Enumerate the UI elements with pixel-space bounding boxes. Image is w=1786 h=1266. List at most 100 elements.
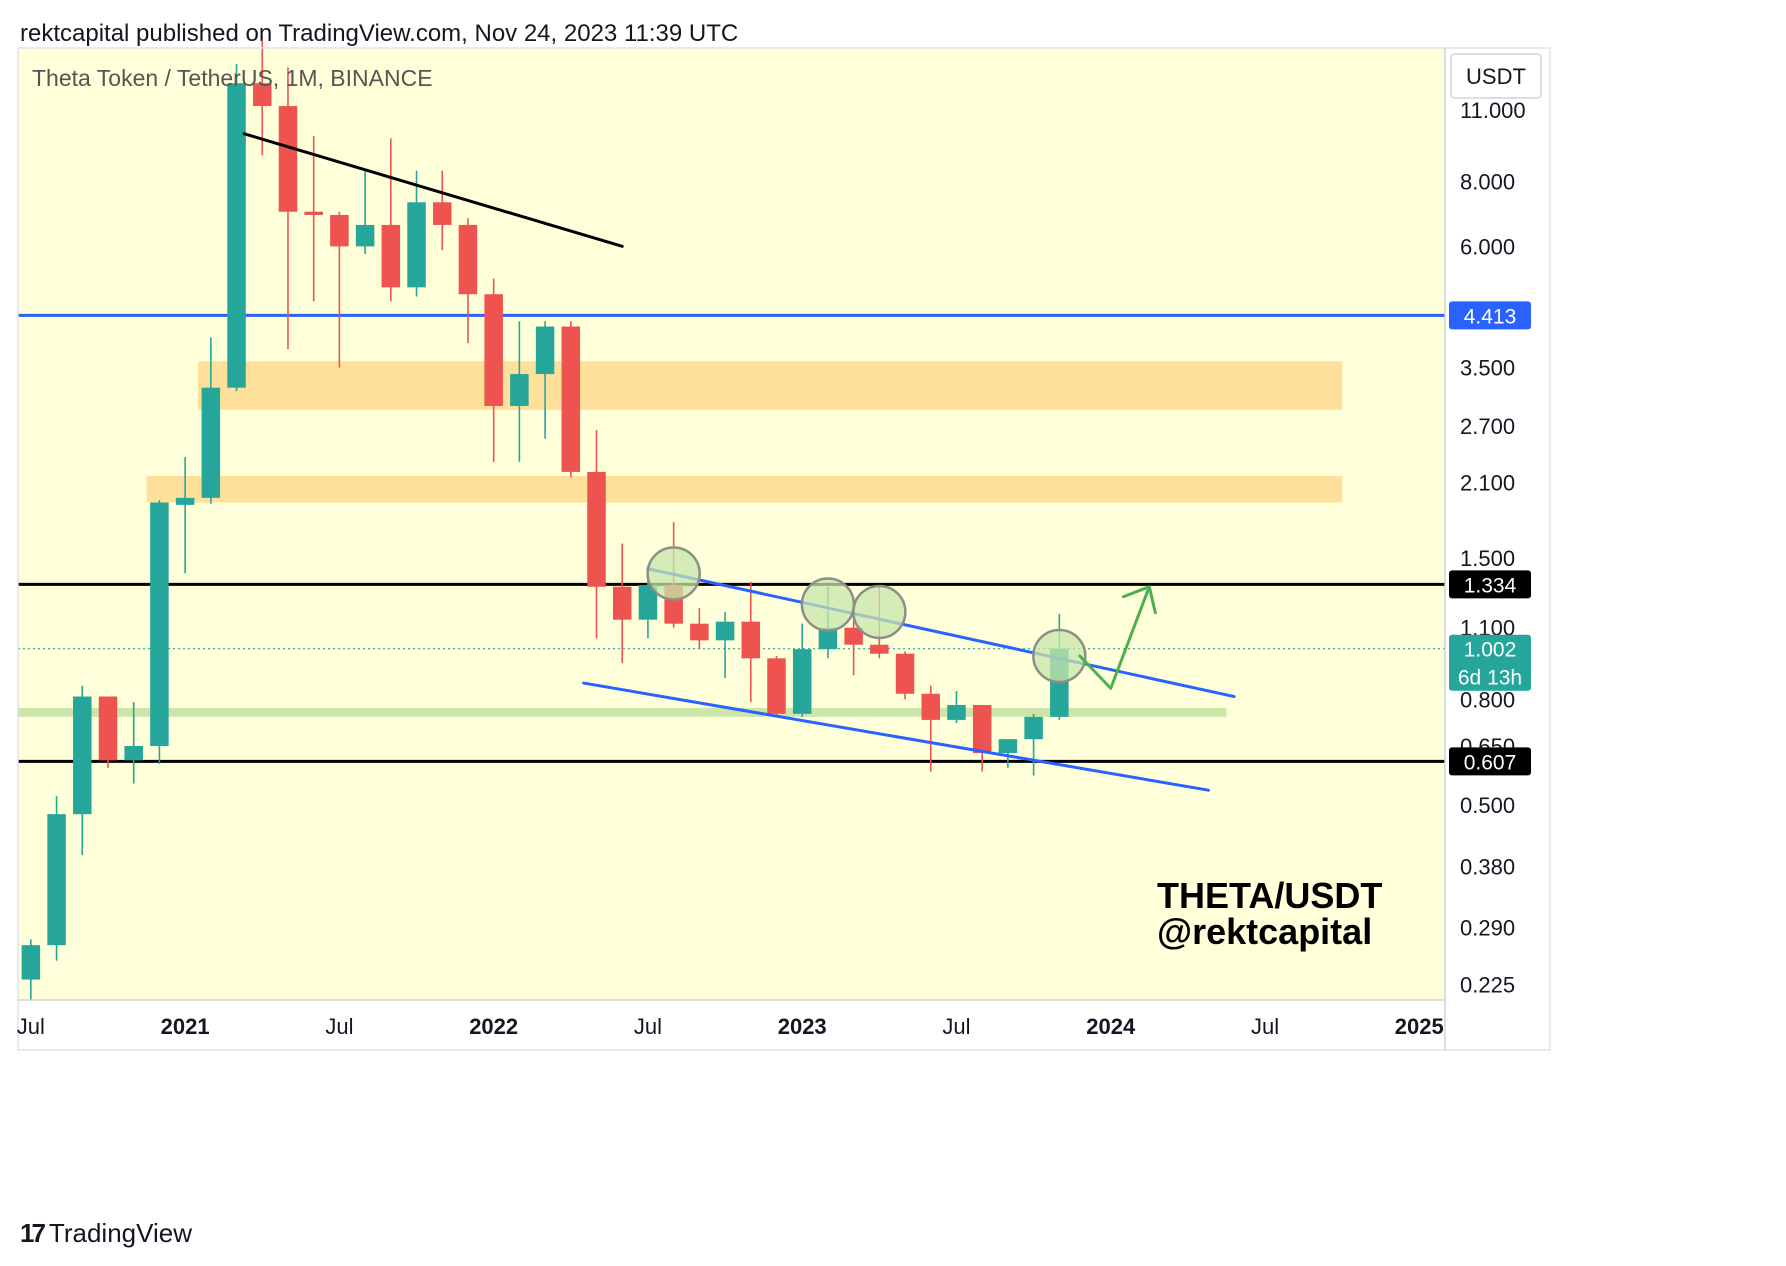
levels-layer bbox=[18, 313, 1445, 763]
retest-circle-3 bbox=[852, 584, 907, 640]
candle-2021-03[interactable] bbox=[227, 64, 246, 392]
candle-2023-05[interactable] bbox=[895, 651, 915, 700]
upper-supply-zone bbox=[197, 361, 1343, 410]
breakout-circle bbox=[1032, 628, 1087, 684]
candle-2023-08[interactable] bbox=[972, 705, 992, 772]
candle-2021-07[interactable] bbox=[330, 211, 349, 368]
upper-channel-line bbox=[646, 567, 1236, 699]
candle-2023-09[interactable] bbox=[998, 739, 1018, 768]
lower-channel-line bbox=[582, 681, 1210, 792]
candle-2020-07[interactable] bbox=[21, 939, 41, 1000]
candle-2020-11[interactable] bbox=[124, 702, 143, 784]
candle-body bbox=[484, 294, 503, 406]
candle-2021-12[interactable] bbox=[458, 218, 478, 344]
candle-body bbox=[175, 497, 195, 505]
x-tick-label: 2021 bbox=[161, 1014, 210, 1039]
candle-body bbox=[870, 644, 889, 654]
candle-2023-07[interactable] bbox=[947, 691, 966, 724]
price-tag-0607-box bbox=[1449, 747, 1531, 776]
candle-2023-01[interactable] bbox=[792, 623, 812, 717]
candle-2020-10[interactable] bbox=[98, 696, 118, 768]
axes-layer: 11.0008.0006.0003.5002.7002.1001.5001.10… bbox=[17, 47, 1551, 1051]
candle-2021-09[interactable] bbox=[381, 138, 401, 302]
candle-body bbox=[715, 621, 735, 641]
candle-2022-02[interactable] bbox=[510, 321, 529, 462]
price-tag-4413-box bbox=[1449, 301, 1531, 330]
candle-body bbox=[818, 627, 838, 650]
black-downtrend-line bbox=[242, 132, 624, 248]
candle-2021-02[interactable] bbox=[201, 337, 221, 504]
current-price-tag-box bbox=[1449, 634, 1531, 691]
candle-body bbox=[510, 374, 529, 406]
candle-2021-01[interactable] bbox=[175, 457, 195, 574]
lower-supply-zone bbox=[146, 476, 1343, 503]
candle-body bbox=[972, 705, 992, 754]
price-tag-1334: 1.334 bbox=[1464, 574, 1517, 597]
x-tick-label: 2022 bbox=[469, 1014, 518, 1039]
x-tick-label: Jul bbox=[942, 1014, 970, 1039]
candle-2021-04[interactable] bbox=[253, 40, 272, 156]
chart-frame bbox=[17, 47, 1551, 1051]
retest-circle-2 bbox=[800, 577, 856, 632]
candle-2021-06[interactable] bbox=[304, 136, 323, 302]
projection-arrow bbox=[1078, 585, 1151, 690]
current-price-tag: 1.002 bbox=[1464, 639, 1517, 662]
candle-2022-11[interactable] bbox=[741, 581, 761, 703]
tradingview-logo-icon: 17 bbox=[20, 1218, 46, 1248]
candle-2022-06[interactable] bbox=[612, 543, 632, 664]
circles-layer bbox=[646, 546, 1087, 684]
currency-label: USDT bbox=[1466, 64, 1526, 89]
candle-2022-12[interactable] bbox=[767, 656, 786, 717]
candle-body bbox=[792, 649, 812, 714]
candle-2021-11[interactable] bbox=[432, 170, 452, 251]
candle-2020-09[interactable] bbox=[73, 685, 92, 856]
candle-body bbox=[921, 693, 941, 720]
y-tick-label: 2.100 bbox=[1460, 470, 1515, 495]
candle-body bbox=[407, 202, 426, 288]
candle-body bbox=[355, 224, 375, 247]
y-tick-label: 11.000 bbox=[1460, 98, 1526, 123]
candle-body bbox=[612, 586, 632, 620]
price-tag-0607: 0.607 bbox=[1464, 751, 1517, 774]
candle-2021-05[interactable] bbox=[278, 67, 298, 350]
candle-body bbox=[587, 471, 606, 587]
candle-2023-10[interactable] bbox=[1024, 713, 1043, 776]
candle-body bbox=[253, 83, 272, 107]
y-tick-label: 0.500 bbox=[1460, 793, 1515, 818]
candle-body bbox=[998, 739, 1018, 754]
currency-button[interactable]: USDT bbox=[1450, 53, 1542, 99]
tradingview-brand: TradingView bbox=[48, 1218, 192, 1248]
x-tick-label: 2024 bbox=[1086, 1014, 1136, 1039]
candle-2022-10[interactable] bbox=[715, 611, 735, 678]
candle-body bbox=[535, 326, 555, 375]
zones-layer bbox=[18, 361, 1343, 717]
price-chart[interactable]: 11.0008.0006.0003.5002.7002.1001.5001.10… bbox=[0, 0, 1786, 1210]
y-tick-label: 0.800 bbox=[1460, 687, 1515, 712]
candle-2022-09[interactable] bbox=[690, 608, 709, 650]
x-tick-label: Jul bbox=[325, 1014, 353, 1039]
candle-body bbox=[638, 585, 658, 620]
arrowhead-icon bbox=[1121, 585, 1157, 615]
candle-2022-01[interactable] bbox=[484, 278, 503, 462]
tradingview-footer[interactable]: 17 TradingView bbox=[20, 1218, 192, 1249]
candle-2022-03[interactable] bbox=[535, 321, 555, 439]
candle-2021-08[interactable] bbox=[355, 170, 375, 254]
candle-2021-10[interactable] bbox=[407, 170, 426, 297]
candle-body bbox=[330, 214, 349, 247]
candle-2022-04[interactable] bbox=[561, 321, 581, 478]
chart-title: Theta Token / TetherUS, 1M, BINANCE bbox=[32, 65, 433, 91]
x-tick-label: Jul bbox=[1251, 1014, 1279, 1039]
candle-2022-05[interactable] bbox=[587, 430, 606, 639]
candle-body bbox=[947, 705, 966, 720]
candle-body bbox=[21, 945, 41, 980]
candle-body bbox=[124, 746, 143, 761]
y-tick-label: 0.380 bbox=[1460, 855, 1515, 880]
y-tick-label: 0.225 bbox=[1460, 972, 1515, 997]
candle-2020-12[interactable] bbox=[150, 500, 169, 764]
candle-2020-08[interactable] bbox=[47, 796, 66, 961]
x-tick-label: Jul bbox=[17, 1014, 45, 1039]
candle-2023-06[interactable] bbox=[921, 685, 941, 772]
candle-body bbox=[381, 224, 401, 288]
candle-body bbox=[432, 202, 452, 225]
x-tick-label: 2023 bbox=[778, 1014, 827, 1039]
